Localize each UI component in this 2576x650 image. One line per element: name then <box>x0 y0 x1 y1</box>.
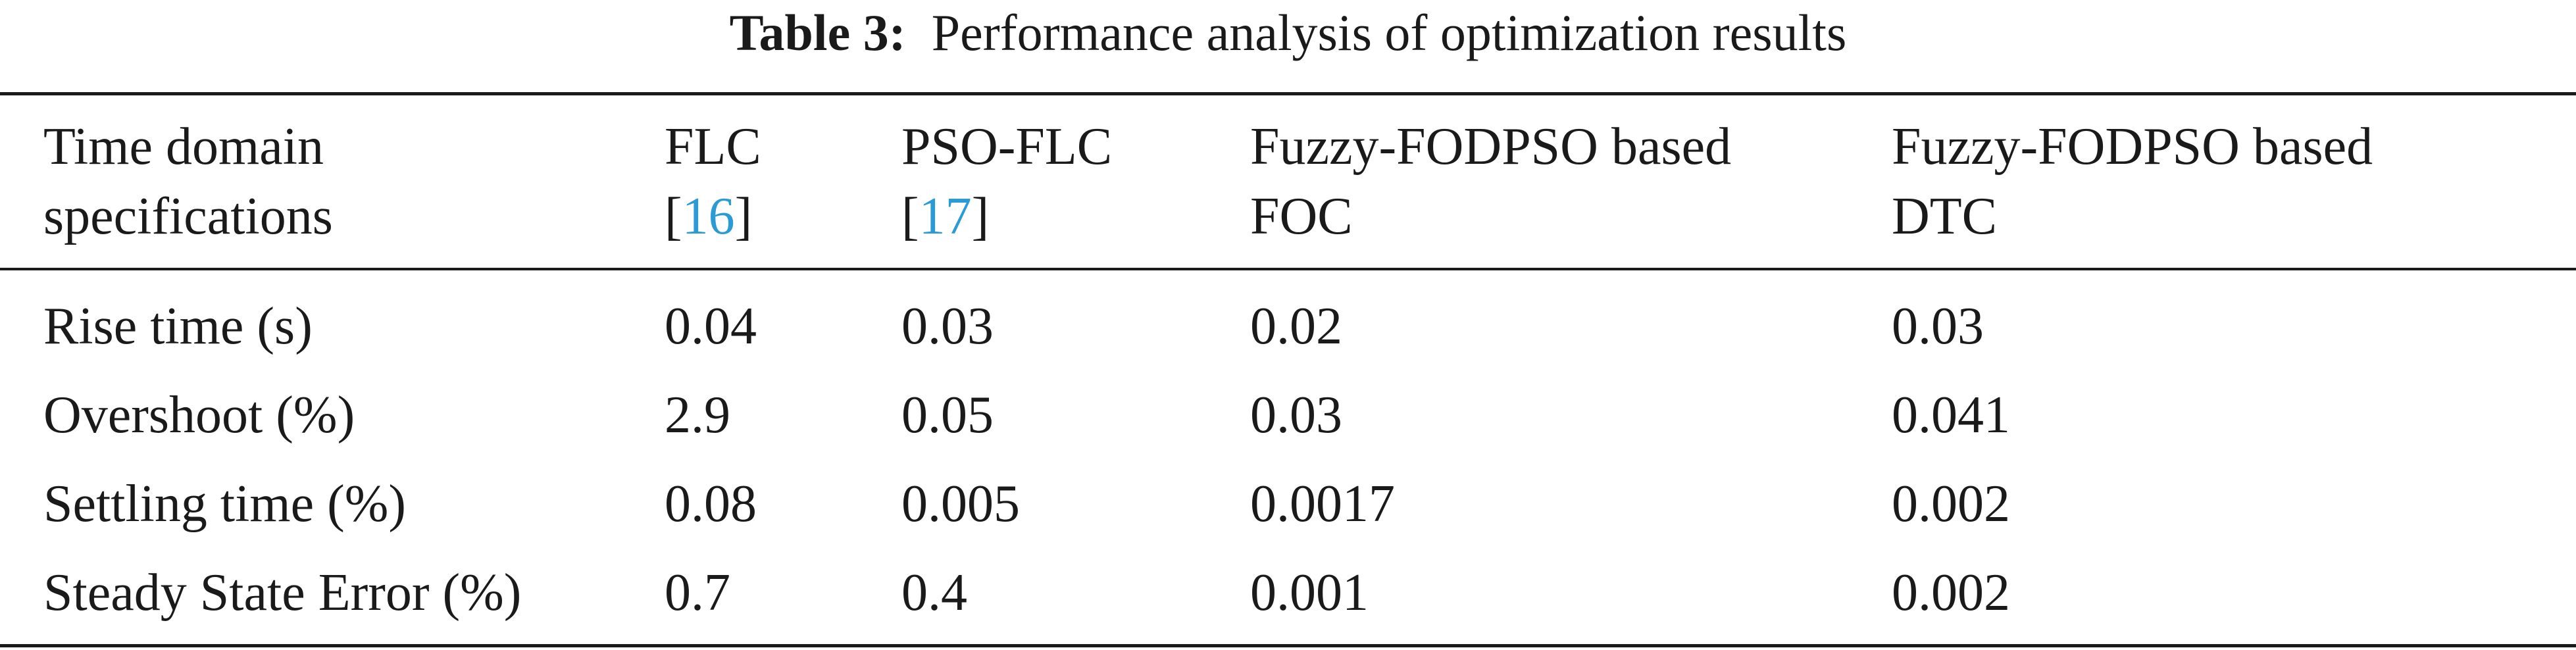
table-cell-pso-flc: 0.03 <box>901 297 994 355</box>
header-line: PSO-FLC <box>901 118 1113 176</box>
table-cell-spec: Overshoot (%) <box>43 386 355 444</box>
table-cell-flc: 0.7 <box>665 564 730 622</box>
citation-bracket-close: ] <box>971 188 990 245</box>
table-cell-foc: 0.02 <box>1250 297 1342 355</box>
citation-bracket-close: ] <box>734 188 753 245</box>
table-caption-label: Table 3: <box>729 4 906 61</box>
table-caption-text: Performance analysis of optimization res… <box>931 4 1847 61</box>
table-cell-flc: 0.04 <box>665 297 757 355</box>
table-cell-spec: Settling time (%) <box>43 475 407 533</box>
table-cell-dtc: 0.03 <box>1892 297 1984 355</box>
header-line: Fuzzy-FODPSO based <box>1892 118 2373 176</box>
table-cell-dtc: 0.002 <box>1892 475 2010 533</box>
table-cell-foc: 0.03 <box>1250 386 1342 444</box>
header-time-domain-specifications: Time domain specifications <box>43 112 333 251</box>
header-line: DTC <box>1892 188 1997 245</box>
citation-bracket-open: [ <box>901 188 919 245</box>
citation-link-17[interactable]: 17 <box>919 188 972 245</box>
table-cell-pso-flc: 0.05 <box>901 386 994 444</box>
table-cell-spec: Steady State Error (%) <box>43 564 522 622</box>
table-top-rule <box>0 92 2576 95</box>
table-cell-pso-flc: 0.005 <box>901 475 1020 533</box>
table-cell-pso-flc: 0.4 <box>901 564 967 622</box>
table-caption: Table 3: Performance analysis of optimiz… <box>0 0 2576 82</box>
header-line: FLC <box>665 118 761 176</box>
table-cell-flc: 2.9 <box>665 386 730 444</box>
table-cell-dtc: 0.041 <box>1892 386 2010 444</box>
header-line: FOC <box>1250 188 1353 245</box>
header-line: Fuzzy-FODPSO based <box>1250 118 1732 176</box>
table-cell-flc: 0.08 <box>665 475 757 533</box>
header-flc: FLC [16] <box>665 112 761 251</box>
citation-bracket-open: [ <box>665 188 682 245</box>
table-cell-foc: 0.0017 <box>1250 475 1395 533</box>
table-header-rule <box>0 268 2576 270</box>
header-pso-flc: PSO-FLC [17] <box>901 112 1112 251</box>
header-citation-line: [16] <box>665 182 761 251</box>
table-cell-spec: Rise time (s) <box>43 297 313 355</box>
table-cell-foc: 0.001 <box>1250 564 1369 622</box>
table-cell-dtc: 0.002 <box>1892 564 2010 622</box>
header-line: Time domain <box>43 118 324 176</box>
header-fuzzy-fodpso-dtc: Fuzzy-FODPSO based DTC <box>1892 112 2373 251</box>
header-fuzzy-fodpso-foc: Fuzzy-FODPSO based FOC <box>1250 112 1731 251</box>
header-citation-line: [17] <box>901 182 1112 251</box>
citation-link-16[interactable]: 16 <box>682 188 735 245</box>
header-line: specifications <box>43 188 333 245</box>
table-bottom-rule <box>0 644 2576 647</box>
